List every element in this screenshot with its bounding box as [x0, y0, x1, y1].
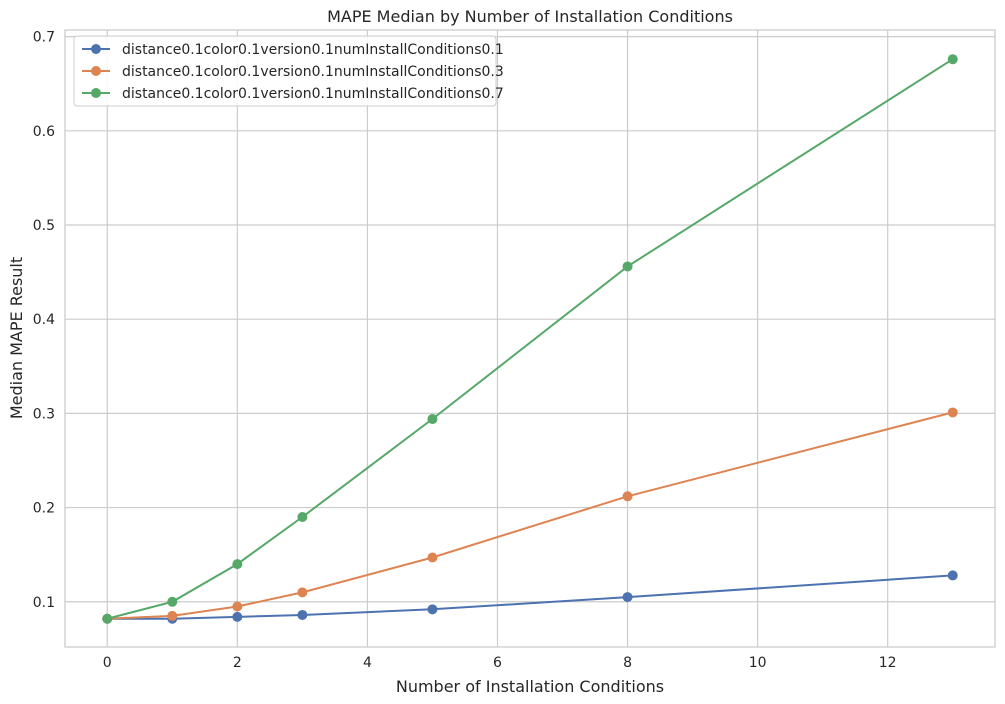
- y-tick-label: 0.5: [33, 218, 55, 234]
- y-axis-label: Median MAPE Result: [7, 257, 26, 419]
- x-tick-label: 10: [749, 655, 767, 671]
- legend-marker: [91, 88, 101, 98]
- data-point: [232, 559, 243, 570]
- y-tick-label: 0.1: [33, 595, 55, 611]
- x-axis-label: Number of Installation Conditions: [396, 677, 664, 696]
- y-tick-label: 0.6: [33, 124, 55, 140]
- data-point: [947, 54, 958, 65]
- data-point: [427, 604, 438, 615]
- legend: distance0.1color0.1version0.1numInstallC…: [73, 35, 504, 107]
- data-point: [297, 609, 308, 620]
- grid: [65, 30, 995, 647]
- legend-item: distance0.1color0.1version0.1numInstallC…: [82, 86, 504, 102]
- x-tick-label: 12: [879, 655, 897, 671]
- legend-label: distance0.1color0.1version0.1numInstallC…: [122, 42, 504, 58]
- series-line: [107, 574, 953, 620]
- legend-label: distance0.1color0.1version0.1numInstallC…: [122, 64, 504, 80]
- x-tick-label: 8: [623, 655, 632, 671]
- data-point: [232, 601, 243, 612]
- data-point: [622, 491, 633, 502]
- y-tick-label: 0.7: [33, 30, 55, 46]
- x-tick-label: 4: [363, 655, 372, 671]
- x-tick-label: 0: [103, 655, 112, 671]
- series-2: [102, 407, 958, 624]
- data-point: [427, 552, 438, 563]
- data-point: [297, 512, 308, 523]
- data-point: [167, 596, 178, 607]
- x-tick-labels: 0 2 4 6 8 10 12: [103, 655, 897, 671]
- series-3: [102, 54, 958, 624]
- legend-label: distance0.1color0.1version0.1numInstallC…: [122, 86, 504, 102]
- y-tick-label: 0.4: [33, 312, 55, 328]
- y-tick-label: 0.3: [33, 406, 55, 422]
- legend-item: distance0.1color0.1version0.1numInstallC…: [82, 64, 504, 80]
- legend-box: [73, 35, 497, 107]
- data-point: [167, 610, 178, 621]
- data-point: [427, 414, 438, 425]
- x-tick-label: 6: [493, 655, 502, 671]
- plot-frame: [64, 29, 996, 648]
- data-point: [297, 587, 308, 598]
- data-point: [622, 592, 633, 603]
- legend-marker: [91, 66, 101, 76]
- series-line: [107, 411, 953, 620]
- series-1: [102, 570, 958, 624]
- y-tick-labels: 0.1 0.2 0.3 0.4 0.5 0.6 0.7: [33, 30, 55, 611]
- data-point: [232, 611, 243, 622]
- legend-marker: [91, 44, 101, 54]
- series-line: [107, 58, 954, 620]
- data-point: [947, 407, 958, 418]
- y-tick-label: 0.2: [33, 501, 55, 517]
- legend-item: distance0.1color0.1version0.1numInstallC…: [82, 42, 504, 58]
- data-point: [622, 261, 633, 272]
- data-point: [947, 570, 958, 581]
- chart-title: MAPE Median by Number of Installation Co…: [327, 7, 733, 26]
- series-layer: [102, 54, 958, 624]
- data-point: [102, 613, 113, 624]
- x-tick-label: 2: [233, 655, 242, 671]
